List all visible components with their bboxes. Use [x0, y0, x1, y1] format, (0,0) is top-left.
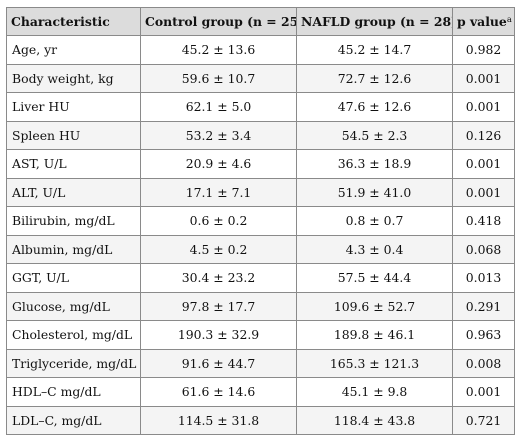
table-row: AST, U/L 20.9 ± 4.6 36.3 ± 18.9 0.001	[6, 149, 515, 179]
table-row: GGT, U/L 30.4 ± 23.2 57.5 ± 44.4 0.013	[6, 263, 515, 293]
cell-characteristic: LDL–C, mg/dL	[6, 405, 141, 435]
table-row: Cholesterol, mg/dL 190.3 ± 32.9 189.8 ± 46…	[6, 320, 515, 350]
cell-characteristic: AST, U/L	[6, 149, 141, 179]
cell-control-value: 17.1 ± 7.1	[140, 177, 297, 207]
table-row: LDL–C, mg/dL 114.5 ± 31.8 118.4 ± 43.8 0.72…	[6, 405, 515, 435]
cell-p-value: 0.963	[452, 320, 515, 350]
cell-p-value: 0.001	[452, 92, 515, 122]
cell-p-value: 0.721	[452, 405, 515, 435]
cell-nafld-value: 36.3 ± 18.9	[296, 149, 453, 179]
cell-control-value: 114.5 ± 31.8	[140, 405, 297, 435]
cell-control-value: 0.6 ± 0.2	[140, 206, 297, 236]
cell-nafld-value: 189.8 ± 46.1	[296, 320, 453, 350]
cell-nafld-value: 47.6 ± 12.6	[296, 92, 453, 122]
cell-characteristic: Spleen HU	[6, 120, 141, 150]
cell-characteristic: Triglyceride, mg/dL	[6, 348, 141, 378]
cell-nafld-value: 109.6 ± 52.7	[296, 291, 453, 321]
cell-nafld-value: 45.1 ± 9.8	[296, 377, 453, 407]
cell-nafld-value: 0.8 ± 0.7	[296, 206, 453, 236]
cell-p-value: 0.001	[452, 177, 515, 207]
table-row: Triglyceride, mg/dL 91.6 ± 44.7 165.3 ± 12…	[6, 348, 515, 378]
cell-characteristic: GGT, U/L	[6, 263, 141, 293]
table-row: Age, yr 45.2 ± 13.6 45.2 ± 14.7 0.982	[6, 35, 515, 65]
cell-nafld-value: 72.7 ± 12.6	[296, 63, 453, 93]
header-p-value: p valuea	[452, 7, 515, 36]
cell-characteristic: Albumin, mg/dL	[6, 234, 141, 264]
table-row: ALT, U/L 17.1 ± 7.1 51.9 ± 41.0 0.001	[6, 177, 515, 207]
header-nafld-group: NAFLD group (n = 28)	[296, 7, 453, 36]
cell-characteristic: HDL–C mg/dL	[6, 377, 141, 407]
table-row: Body weight, kg 59.6 ± 10.7 72.7 ± 12.6 0.0…	[6, 63, 515, 93]
cell-p-value: 0.001	[452, 149, 515, 179]
cell-characteristic: Glucose, mg/dL	[6, 291, 141, 321]
cell-control-value: 190.3 ± 32.9	[140, 320, 297, 350]
table-row: Liver HU 62.1 ± 5.0 47.6 ± 12.6 0.001	[6, 92, 515, 122]
header-characteristic: Characteristic	[6, 7, 141, 36]
cell-p-value: 0.008	[452, 348, 515, 378]
cell-characteristic: Liver HU	[6, 92, 141, 122]
cell-nafld-value: 57.5 ± 44.4	[296, 263, 453, 293]
cell-p-value: 0.001	[452, 63, 515, 93]
cell-nafld-value: 165.3 ± 121.3	[296, 348, 453, 378]
cell-control-value: 62.1 ± 5.0	[140, 92, 297, 122]
table-header: Characteristic Control group (n = 25) NA…	[6, 7, 515, 36]
cell-p-value: 0.418	[452, 206, 515, 236]
cell-p-value: 0.126	[452, 120, 515, 150]
cell-control-value: 30.4 ± 23.2	[140, 263, 297, 293]
table-row: Albumin, mg/dL 4.5 ± 0.2 4.3 ± 0.4 0.068	[6, 234, 515, 264]
cell-control-value: 20.9 ± 4.6	[140, 149, 297, 179]
cell-nafld-value: 45.2 ± 14.7	[296, 35, 453, 65]
cell-characteristic: Cholesterol, mg/dL	[6, 320, 141, 350]
cell-control-value: 91.6 ± 44.7	[140, 348, 297, 378]
header-row: Characteristic Control group (n = 25) NA…	[6, 7, 515, 36]
characteristics-table-container: Characteristic Control group (n = 25) NA…	[6, 7, 515, 435]
cell-control-value: 61.6 ± 14.6	[140, 377, 297, 407]
cell-p-value: 0.068	[452, 234, 515, 264]
characteristics-table: Characteristic Control group (n = 25) NA…	[6, 7, 515, 435]
cell-nafld-value: 51.9 ± 41.0	[296, 177, 453, 207]
cell-characteristic: ALT, U/L	[6, 177, 141, 207]
cell-p-value: 0.001	[452, 377, 515, 407]
cell-nafld-value: 4.3 ± 0.4	[296, 234, 453, 264]
cell-nafld-value: 118.4 ± 43.8	[296, 405, 453, 435]
header-p-value-label: p value	[457, 14, 507, 29]
cell-nafld-value: 54.5 ± 2.3	[296, 120, 453, 150]
cell-control-value: 97.8 ± 17.7	[140, 291, 297, 321]
cell-p-value: 0.291	[452, 291, 515, 321]
cell-p-value: 0.982	[452, 35, 515, 65]
cell-characteristic: Age, yr	[6, 35, 141, 65]
table-row: HDL–C mg/dL 61.6 ± 14.6 45.1 ± 9.8 0.001	[6, 377, 515, 407]
cell-p-value: 0.013	[452, 263, 515, 293]
table-body: Age, yr 45.2 ± 13.6 45.2 ± 14.7 0.982 Body w…	[6, 35, 515, 435]
cell-control-value: 45.2 ± 13.6	[140, 35, 297, 65]
cell-control-value: 4.5 ± 0.2	[140, 234, 297, 264]
table-row: Bilirubin, mg/dL 0.6 ± 0.2 0.8 ± 0.7 0.418	[6, 206, 515, 236]
header-control-group: Control group (n = 25)	[140, 7, 297, 36]
cell-control-value: 59.6 ± 10.7	[140, 63, 297, 93]
cell-control-value: 53.2 ± 3.4	[140, 120, 297, 150]
cell-characteristic: Body weight, kg	[6, 63, 141, 93]
table-row: Spleen HU 53.2 ± 3.4 54.5 ± 2.3 0.126	[6, 120, 515, 150]
header-p-value-footnote-marker: a	[506, 15, 512, 25]
cell-characteristic: Bilirubin, mg/dL	[6, 206, 141, 236]
table-row: Glucose, mg/dL 97.8 ± 17.7 109.6 ± 52.7 0.2…	[6, 291, 515, 321]
